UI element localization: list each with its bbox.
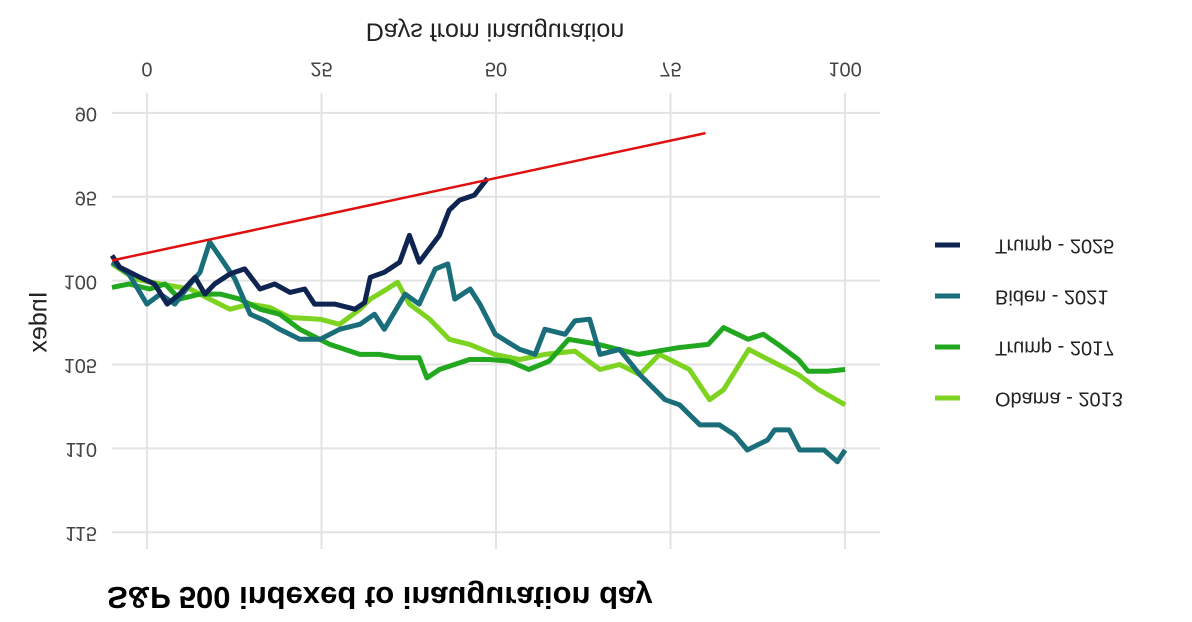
legend-label: Obama - 2013	[995, 388, 1123, 410]
chart-title: S&P 500 indexed to inauguration day	[107, 580, 653, 615]
x-tick-label: 25	[310, 58, 332, 80]
x-tick-label: 100	[828, 58, 861, 80]
y-tick-label: 115	[65, 522, 97, 544]
y-tick-label: 100	[64, 270, 97, 292]
series-line	[109, 176, 490, 312]
x-axis-title: Days from inauguration	[366, 17, 624, 45]
y-axis-title: Index	[25, 291, 53, 353]
series-line	[111, 281, 846, 381]
x-tick-label: 0	[141, 58, 152, 80]
y-tick-label: 110	[65, 438, 97, 460]
y-tick-label: 105	[64, 354, 97, 376]
series-line	[110, 261, 847, 407]
legend-label: Trump - 2025	[995, 235, 1114, 257]
y-tick-label: 95	[75, 187, 97, 209]
trend-line	[111, 131, 706, 262]
legend-label: Biden - 2021	[995, 286, 1108, 308]
series-line	[110, 239, 848, 465]
y-tick-label: 90	[75, 103, 97, 125]
x-tick-label: 50	[485, 58, 507, 80]
x-tick-label: 75	[659, 58, 681, 80]
legend-label: Trump - 2017	[995, 337, 1114, 359]
